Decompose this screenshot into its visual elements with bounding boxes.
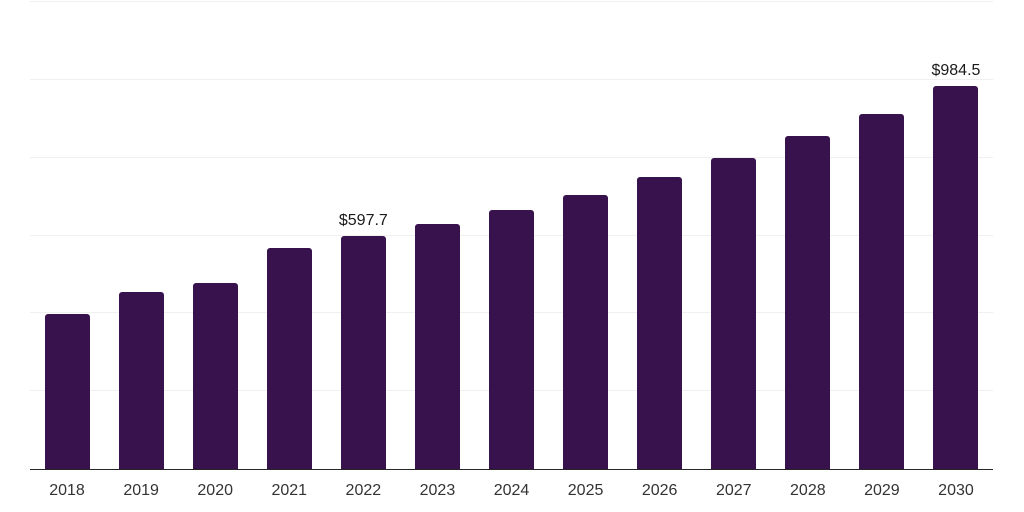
x-tick-label-2023: 2023 <box>419 482 456 499</box>
x-tick-label-2028: 2028 <box>790 482 826 499</box>
x-tick-label-2027: 2027 <box>715 482 752 499</box>
x-tick-label-2025: 2025 <box>567 482 604 499</box>
plot-area: $597.7 $984.5 <box>30 1 993 470</box>
bar-2019 <box>118 292 164 469</box>
bar-2021 <box>266 247 312 469</box>
gridline-1000 <box>30 78 993 80</box>
bar-2028 <box>785 136 831 469</box>
bar-2024 <box>489 210 534 469</box>
gridline-800 <box>30 156 993 158</box>
x-tick-label-2024: 2024 <box>493 482 530 499</box>
bar-2030 <box>933 85 979 469</box>
x-tick-label-2021: 2021 <box>271 482 308 499</box>
x-tick-label-2020: 2020 <box>197 482 233 499</box>
x-tick-label-2018: 2018 <box>49 482 85 499</box>
bar-2020 <box>192 282 238 469</box>
x-tick-label-2019: 2019 <box>123 482 159 499</box>
x-tick-label-2029: 2029 <box>864 482 900 499</box>
bar-value-label-2022: $597.7 <box>338 212 388 230</box>
x-axis-tick-labels: 2018 2019 2020 2021 2022 2023 2024 2025 2026 2027… <box>30 482 993 500</box>
x-tick-label-2022: 2022 <box>345 482 382 499</box>
bar-2025 <box>563 195 609 469</box>
bar-2023 <box>414 223 460 469</box>
bar-value-label-2030: $984.5 <box>931 61 981 79</box>
x-tick-label-2030: 2030 <box>938 482 974 499</box>
bar-2026 <box>637 177 683 469</box>
gridline-1200 <box>30 1 993 2</box>
x-tick-label-2026: 2026 <box>641 482 678 499</box>
bar-2027 <box>711 157 757 469</box>
bar-2018 <box>44 314 90 469</box>
bar-2029 <box>859 113 905 469</box>
bar-2022 <box>340 236 386 469</box>
